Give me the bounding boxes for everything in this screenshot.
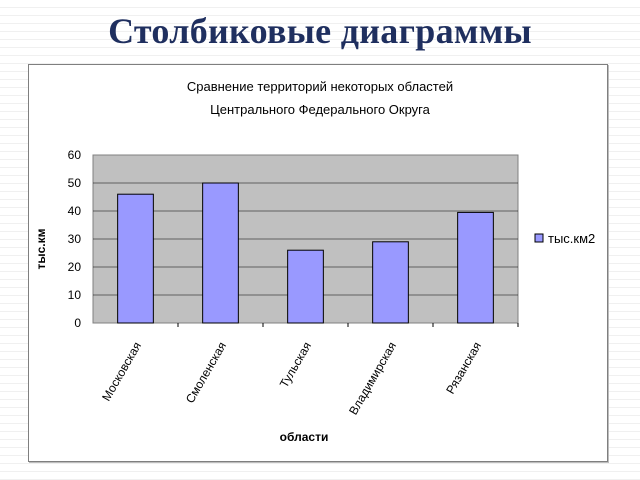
legend: тыс.км2	[534, 231, 595, 246]
bar	[117, 193, 154, 324]
x-axis-label: области	[280, 430, 329, 444]
chart-title-line-2: Центрального Федерального Округа	[210, 102, 431, 117]
y-tick-label: 20	[68, 260, 82, 274]
x-tick-label: Московская	[99, 340, 144, 404]
bar	[202, 182, 239, 324]
bars	[117, 182, 494, 324]
y-tick-label: 30	[68, 232, 82, 246]
x-tick-label: Тульская	[277, 340, 314, 391]
legend-swatch	[534, 233, 544, 243]
bar	[457, 211, 494, 324]
chart-title-line-1: Сравнение территорий некоторых областей	[187, 79, 453, 94]
y-axis-label: тыс.км	[34, 228, 48, 269]
bar	[372, 241, 409, 324]
y-tick-labels: 0 10 20 30 40 50 60	[68, 148, 82, 330]
x-tick-label: Рязанская	[443, 340, 484, 397]
bar-chart: Сравнение территорий некоторых областей …	[34, 79, 595, 444]
y-tick-label: 10	[68, 288, 82, 302]
y-tick-label: 50	[68, 176, 82, 190]
x-tick-label: Смоленская	[183, 340, 229, 406]
y-tick-label: 60	[68, 148, 82, 162]
y-tick-label: 40	[68, 204, 82, 218]
y-tick-label: 0	[74, 316, 81, 330]
x-tick-labels: Московская Смоленская Тульская Владимирская…	[99, 323, 519, 418]
chart-frame: Сравнение территорий некоторых областей …	[28, 64, 608, 462]
bar	[287, 249, 324, 324]
x-tick-label: Владимирская	[346, 340, 399, 418]
legend-label: тыс.км2	[548, 231, 595, 246]
slide-title: Столбиковые диаграммы	[108, 11, 532, 51]
